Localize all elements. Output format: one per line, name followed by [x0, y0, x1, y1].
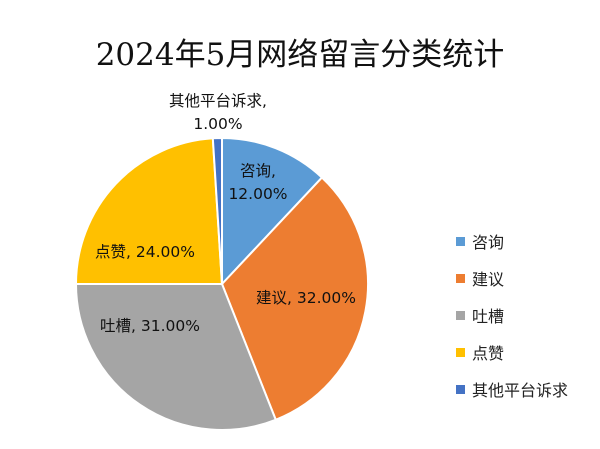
data-labels: 咨询, 12.00% 建议, 32.00% 吐槽, 31.00% 点赞, 24.00% 其… — [95, 92, 356, 335]
legend-label-3: 点赞 — [472, 344, 504, 363]
chart-title: 2024年5月网络留言分类统计 — [96, 37, 505, 73]
legend-swatch-4 — [456, 385, 465, 394]
legend-label-2: 吐槽 — [472, 307, 504, 326]
data-label-4: 其他平台诉求, 1.00% — [169, 92, 267, 133]
data-label-0: 咨询, 12.00% — [228, 162, 287, 203]
pie-slice-4 — [211, 136, 223, 285]
data-label-3: 点赞, 24.00% — [95, 243, 195, 261]
data-label-2: 吐槽, 31.00% — [100, 317, 200, 335]
pie-slice-1 — [220, 176, 369, 422]
pie-slice-0 — [221, 136, 324, 287]
legend-swatch-0 — [456, 237, 465, 246]
legend-label-4: 其他平台诉求 — [472, 381, 568, 400]
pie-slices — [74, 136, 369, 431]
legend-label-0: 咨询 — [472, 233, 504, 252]
legend-swatch-3 — [456, 348, 465, 357]
data-label-1: 建议, 32.00% — [256, 289, 356, 307]
pie-slice-2 — [74, 283, 278, 431]
pie-slice-3 — [74, 137, 224, 285]
legend-swatch-1 — [456, 274, 465, 283]
legend-swatch-2 — [456, 311, 465, 320]
legend-label-1: 建议 — [472, 270, 504, 289]
